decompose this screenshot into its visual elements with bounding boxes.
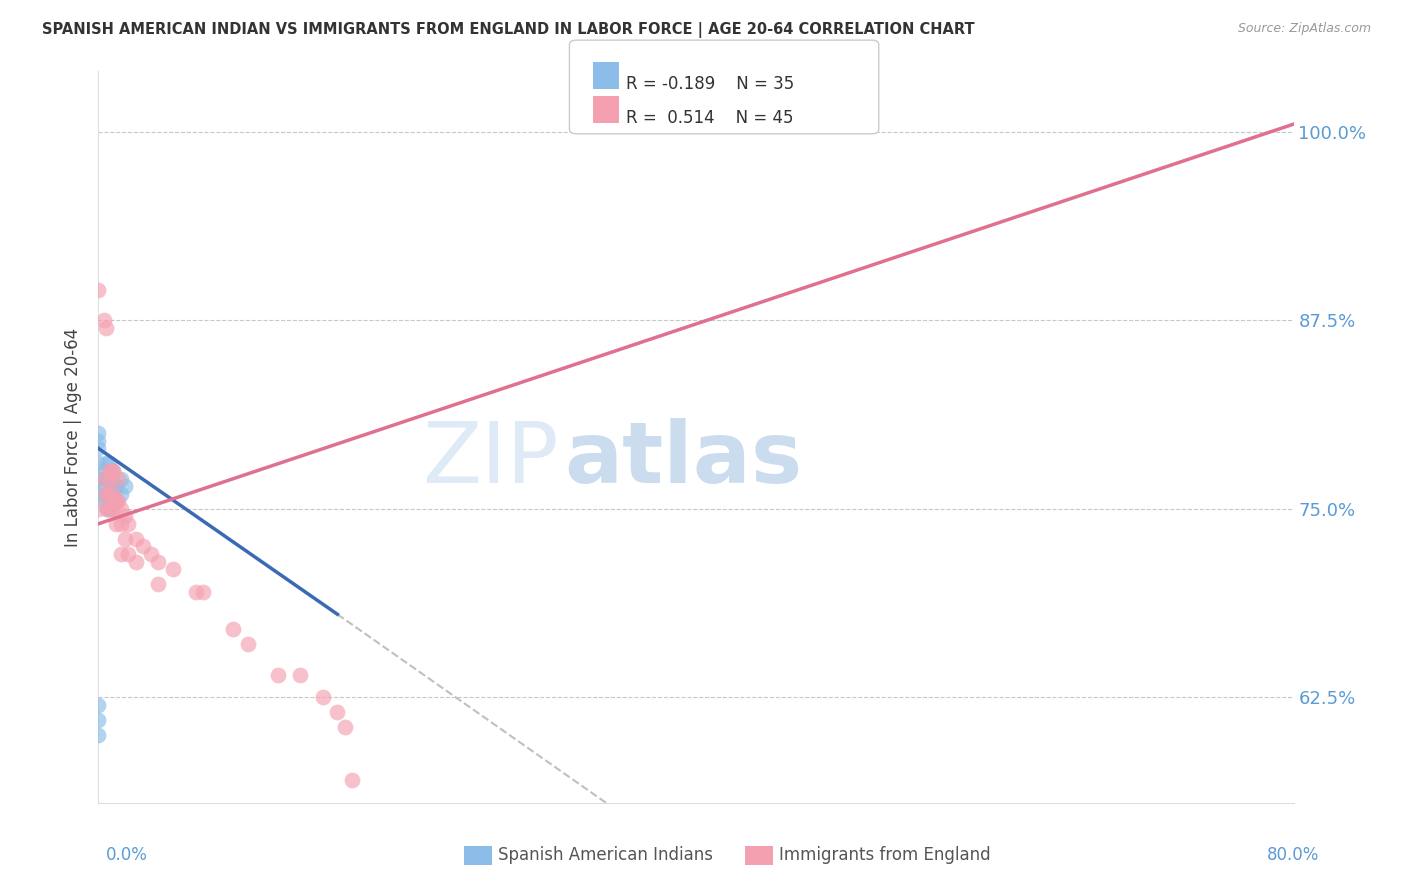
Point — [105, 494, 128, 508]
Point — [87, 713, 110, 727]
Point — [117, 516, 139, 531]
Point — [103, 486, 125, 500]
Point — [125, 532, 148, 546]
Point — [148, 577, 170, 591]
Point — [101, 494, 124, 508]
Point — [103, 464, 125, 478]
Point — [87, 434, 110, 448]
Text: Spanish American Indians: Spanish American Indians — [498, 846, 713, 863]
Point — [101, 479, 124, 493]
Point — [97, 457, 120, 471]
Point — [333, 720, 356, 734]
Point — [103, 501, 125, 516]
Point — [97, 486, 120, 500]
Point — [93, 464, 115, 478]
Point — [87, 457, 110, 471]
Point — [105, 479, 128, 493]
Text: 0.0%: 0.0% — [105, 846, 148, 863]
Point — [103, 486, 125, 500]
Point — [103, 464, 125, 478]
Point — [162, 562, 184, 576]
Point — [105, 494, 128, 508]
Point — [110, 516, 132, 531]
Point — [93, 471, 115, 485]
Point — [94, 471, 117, 485]
Point — [87, 698, 110, 712]
Point — [97, 486, 120, 500]
Point — [98, 501, 122, 516]
Text: 80.0%: 80.0% — [1267, 846, 1319, 863]
Point — [94, 457, 117, 471]
Text: Immigrants from England: Immigrants from England — [779, 846, 991, 863]
Point — [311, 690, 333, 705]
Point — [98, 486, 122, 500]
Point — [93, 494, 115, 508]
Point — [110, 486, 132, 500]
Point — [114, 479, 136, 493]
Text: R = -0.189    N = 35: R = -0.189 N = 35 — [626, 75, 794, 93]
Point — [96, 501, 118, 516]
Point — [191, 584, 214, 599]
Point — [110, 547, 132, 561]
Point — [87, 501, 110, 516]
Point — [110, 471, 132, 485]
Text: R =  0.514    N = 45: R = 0.514 N = 45 — [626, 109, 793, 127]
Point — [236, 637, 259, 651]
Point — [184, 584, 207, 599]
Point — [98, 501, 122, 516]
Point — [87, 283, 110, 297]
Text: ZIP: ZIP — [422, 417, 558, 500]
Point — [94, 320, 117, 334]
Point — [139, 547, 162, 561]
Point — [110, 501, 132, 516]
Point — [342, 773, 364, 788]
Point — [117, 547, 139, 561]
Point — [148, 554, 170, 568]
Point — [97, 464, 120, 478]
Point — [87, 486, 110, 500]
Point — [97, 494, 120, 508]
Y-axis label: In Labor Force | Age 20-64: In Labor Force | Age 20-64 — [65, 327, 83, 547]
Point — [101, 464, 124, 478]
Point — [98, 471, 122, 485]
Point — [87, 471, 110, 485]
Point — [94, 486, 117, 500]
Text: SPANISH AMERICAN INDIAN VS IMMIGRANTS FROM ENGLAND IN LABOR FORCE | AGE 20-64 CO: SPANISH AMERICAN INDIAN VS IMMIGRANTS FR… — [42, 22, 974, 38]
Point — [101, 486, 124, 500]
Point — [114, 532, 136, 546]
Text: atlas: atlas — [565, 417, 803, 500]
Point — [132, 540, 155, 554]
Point — [94, 486, 117, 500]
Text: Source: ZipAtlas.com: Source: ZipAtlas.com — [1237, 22, 1371, 36]
Point — [87, 728, 110, 742]
Point — [96, 501, 118, 516]
Point — [98, 471, 122, 485]
Point — [87, 426, 110, 441]
Point — [326, 706, 349, 720]
Point — [125, 554, 148, 568]
Point — [103, 494, 125, 508]
Point — [107, 471, 129, 485]
Point — [107, 494, 129, 508]
Point — [96, 486, 118, 500]
Point — [105, 516, 128, 531]
Point — [103, 475, 125, 489]
Point — [97, 471, 120, 485]
Point — [114, 509, 136, 524]
Point — [93, 479, 115, 493]
Point — [93, 313, 115, 327]
Point — [267, 667, 290, 681]
Point — [87, 442, 110, 456]
Point — [96, 486, 118, 500]
Point — [222, 623, 245, 637]
Point — [288, 667, 311, 681]
